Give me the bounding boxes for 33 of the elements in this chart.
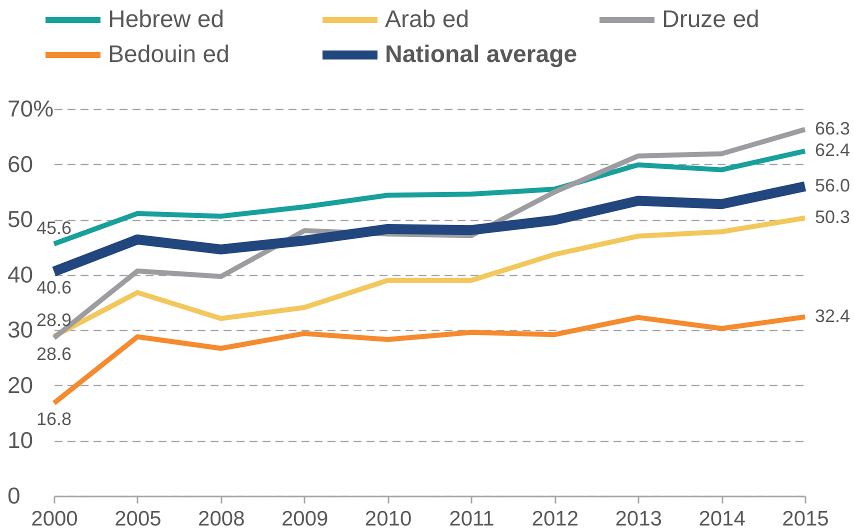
x-tick-label: 2012 <box>532 508 579 530</box>
x-tick-label: 2013 <box>615 508 662 530</box>
y-tick-label: 0 <box>8 482 20 508</box>
x-tick-label: 2014 <box>698 508 746 530</box>
x-tick-label: 2000 <box>31 508 78 530</box>
y-tick-label: 60 <box>8 150 34 177</box>
x-tick-label: 2008 <box>198 508 245 530</box>
x-tick-label: 2011 <box>449 508 494 530</box>
data-label: 40.6 <box>36 278 72 298</box>
y-tick-label: 10 <box>8 427 34 454</box>
data-label: 16.8 <box>36 409 72 430</box>
data-label: 28.9 <box>36 310 72 330</box>
data-label: 66.3 <box>815 118 850 138</box>
x-tick-label: 2005 <box>114 508 162 530</box>
x-tick-label: 2009 <box>281 508 328 530</box>
y-tick-label: 70% <box>8 96 54 122</box>
legend-label: National average <box>385 41 578 68</box>
x-tick-label: 2015 <box>782 508 829 530</box>
legend-label: Druze ed <box>662 6 760 33</box>
x-tick-label: 2010 <box>364 508 412 530</box>
y-tick-label: 20 <box>8 372 34 398</box>
data-label: 32.4 <box>815 306 850 326</box>
data-label: 62.4 <box>815 140 850 160</box>
data-label: 50.3 <box>815 206 850 227</box>
y-tick-label: 30 <box>8 316 34 343</box>
y-tick-label: 40 <box>8 261 34 288</box>
y-tick-label: 50 <box>8 206 34 232</box>
data-label: 45.6 <box>36 218 72 238</box>
data-label: 28.6 <box>36 344 72 364</box>
legend-label: Arab ed <box>385 6 470 33</box>
legend-label: Bedouin ed <box>108 41 230 68</box>
legend-label: Hebrew ed <box>108 6 224 33</box>
data-label: 56.0 <box>815 175 850 196</box>
